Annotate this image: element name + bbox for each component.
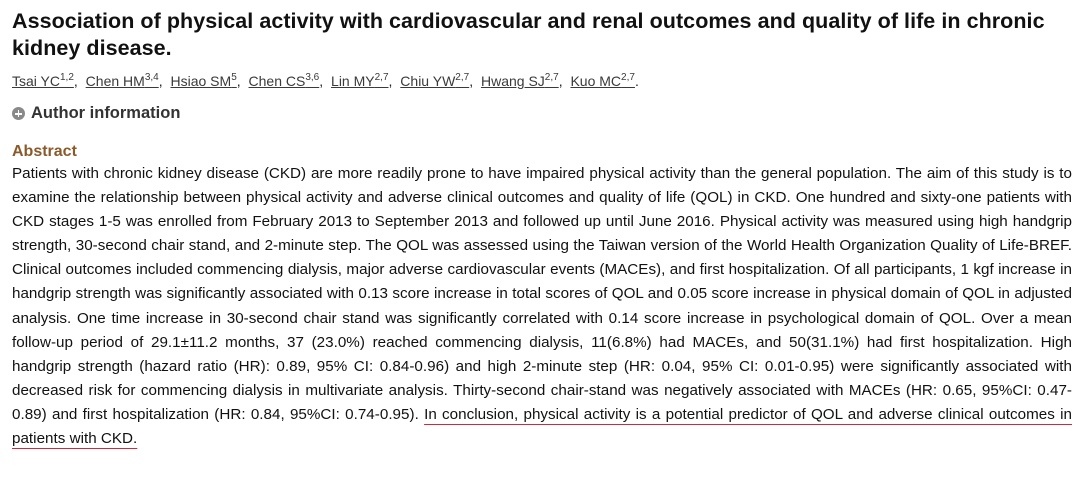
author-link[interactable]: Tsai YC1,2 [12, 72, 74, 90]
author-information-label: Author information [31, 104, 181, 122]
author-link[interactable]: Hsiao SM5 [170, 72, 237, 90]
author-link[interactable]: Chen CS3,6 [248, 72, 320, 90]
author-link[interactable]: Kuo MC2,7 [570, 72, 635, 90]
author-link[interactable]: Lin MY2,7 [331, 72, 389, 90]
author-link[interactable]: Chen HM3,4 [85, 72, 159, 90]
author-link[interactable]: Hwang SJ2,7 [480, 72, 559, 90]
author-information-toggle[interactable]: Author information [12, 104, 180, 123]
abstract-main-text: Patients with chronic kidney disease (CK… [12, 165, 1072, 423]
article-title: Association of physical activity with ca… [12, 9, 1045, 60]
expand-plus-icon[interactable] [12, 107, 25, 120]
author-list: Tsai YC1,2, Chen HM3,4, Hsiao SM5, Chen … [12, 72, 639, 90]
abstract-heading: Abstract [12, 143, 77, 160]
abstract-body: Patients with chronic kidney disease (CK… [12, 162, 1072, 451]
article-page: Association of physical activity with ca… [12, 8, 1072, 451]
abstract-conclusion-highlight: In conclusion, physical activity is a po… [12, 405, 1072, 448]
author-link[interactable]: Chiu YW2,7 [400, 72, 470, 90]
